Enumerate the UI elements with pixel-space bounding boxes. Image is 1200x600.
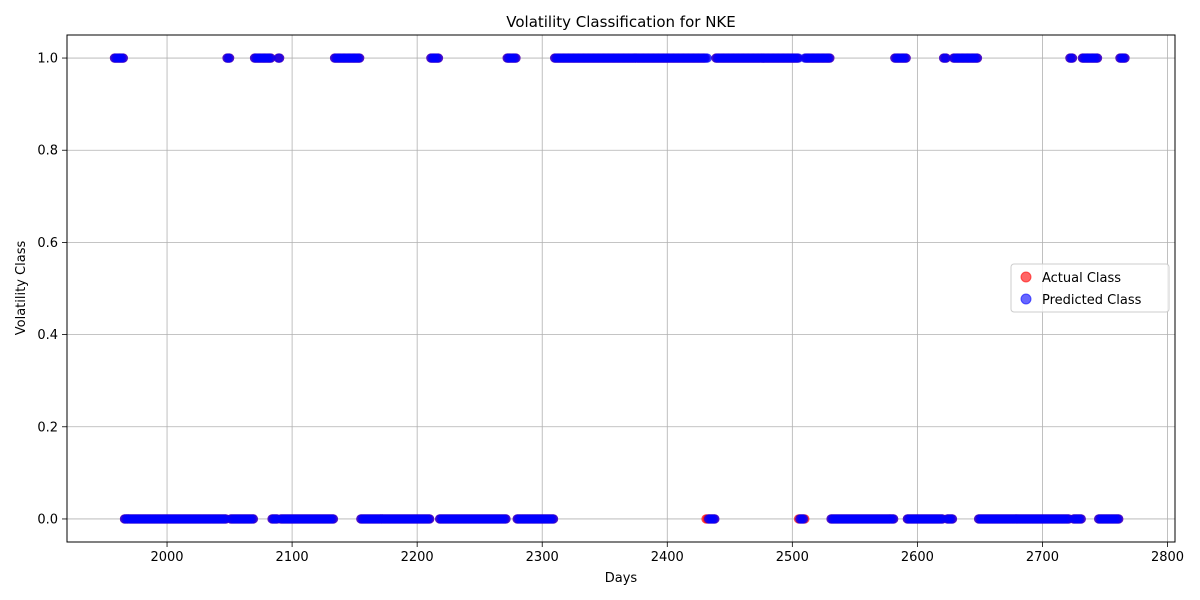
y-tick-label: 0.8: [37, 144, 58, 159]
legend-marker-actual: [1020, 271, 1032, 283]
predicted-point: [118, 53, 128, 63]
x-tick-label: 2400: [651, 550, 684, 565]
predicted-point: [424, 514, 435, 524]
predicted-point: [825, 53, 835, 63]
x-tick-label: 2700: [1026, 550, 1059, 565]
predicted-point: [548, 514, 559, 524]
y-axis: 0.0 0.2 0.4 0.6 0.8 1.0: [37, 52, 67, 527]
plot-frame: [66, 34, 1176, 543]
x-axis: 2000 2100 2200 2300 2400 2500 2600 2700 2800: [150, 542, 1184, 565]
predicted-point: [1092, 53, 1103, 63]
data-points: [109, 53, 1130, 524]
predicted-point: [798, 514, 809, 524]
x-tick-label: 2100: [276, 550, 309, 565]
y-tick-label: 0.4: [37, 328, 58, 343]
x-tick-label: 2000: [150, 550, 183, 565]
predicted-point: [248, 514, 259, 524]
predicted-point: [1076, 514, 1086, 524]
legend-label-predicted: Predicted Class: [1042, 293, 1142, 308]
predicted-point: [1067, 53, 1078, 63]
y-tick-label: 0.6: [37, 236, 58, 251]
predicted-point: [710, 514, 720, 524]
x-tick-label: 2200: [401, 550, 434, 565]
predicted-point: [947, 514, 958, 524]
x-tick-label: 2600: [901, 550, 934, 565]
predicted-point: [901, 53, 911, 63]
y-axis-label: Volatility Class: [14, 241, 29, 336]
x-tick-label: 2300: [526, 550, 559, 565]
legend: Actual Class Predicted Class: [1010, 263, 1170, 313]
x-axis-label: Days: [605, 571, 638, 586]
legend-label-actual: Actual Class: [1042, 271, 1121, 286]
legend-box: [1010, 263, 1170, 313]
y-tick-label: 0.2: [37, 420, 58, 435]
predicted-point: [972, 53, 983, 63]
predicted-point: [702, 53, 712, 63]
predicted-point: [1114, 514, 1124, 524]
chart-title: Volatility Classification for NKE: [506, 13, 736, 31]
legend-marker-predicted: [1020, 293, 1032, 305]
y-tick-label: 1.0: [37, 52, 58, 67]
predicted-point: [511, 53, 521, 63]
predicted-point: [328, 514, 339, 524]
predicted-point: [274, 53, 285, 63]
series-predicted: [109, 53, 1130, 524]
predicted-point: [433, 53, 444, 63]
predicted-point: [501, 514, 511, 524]
predicted-point: [1120, 53, 1130, 63]
predicted-point: [354, 53, 365, 63]
x-tick-label: 2500: [776, 550, 809, 565]
x-tick-label: 2800: [1151, 550, 1184, 565]
predicted-point: [224, 53, 235, 63]
predicted-point: [888, 514, 899, 524]
y-tick-label: 0.0: [37, 512, 58, 527]
